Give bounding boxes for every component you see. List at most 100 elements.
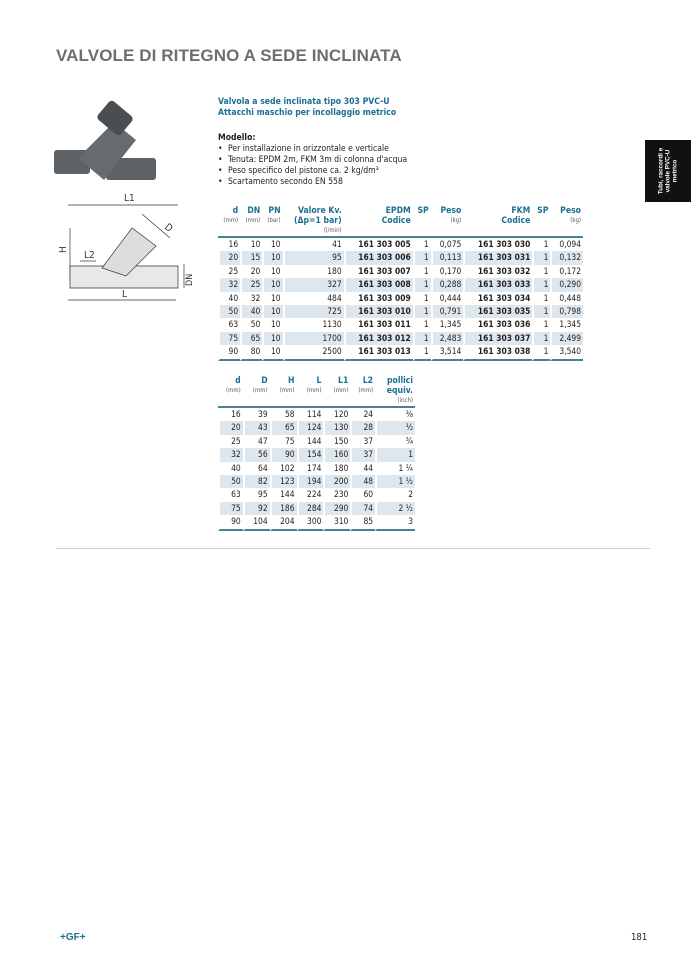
table-cell: 90 — [218, 515, 243, 531]
header-unit — [415, 216, 429, 225]
table-cell: 2,499 — [550, 331, 583, 346]
table-cell: 16 — [218, 238, 240, 252]
column-header: Peso (kg) — [550, 206, 583, 238]
table-cell: 194 — [296, 475, 324, 489]
column-header: DN (mm) — [240, 206, 263, 238]
table-cell: 48 — [350, 475, 376, 489]
table-cell: 25 — [240, 278, 263, 292]
table-row: 20 15 10 95 161 303 006 1 0,113 161 303 031 1 0,1… — [218, 251, 583, 265]
table-cell: 161 303 035 — [463, 305, 533, 319]
table-cell: 95 — [282, 251, 344, 265]
dim-l-label: L — [122, 289, 127, 300]
column-header: SP — [412, 206, 431, 238]
table-cell: 161 303 012 — [343, 331, 413, 346]
header-label: DN — [247, 206, 261, 216]
table-cell: 1 — [375, 448, 415, 462]
column-header: PN (bar) — [262, 206, 283, 238]
table-cell: 16 — [218, 408, 243, 422]
table-cell: 310 — [323, 515, 351, 531]
header-label: L1 — [338, 376, 349, 386]
table-cell: 32 — [240, 291, 262, 306]
table-cell: 1 — [412, 251, 431, 265]
table-cell: 10 — [240, 238, 262, 252]
table-row: 90 104 204 300 310 85 3 — [218, 515, 415, 531]
table-cell: 2,483 — [430, 331, 464, 346]
table-cell: 0,132 — [550, 251, 583, 265]
table-cell: 102 — [269, 461, 297, 476]
table-cell: 0,094 — [550, 238, 583, 252]
table-cell: 161 303 007 — [343, 264, 413, 279]
side-tab-label: Tubi, raccordi e valvole PVC-U metrico — [657, 147, 679, 195]
product-line-1: Valvola a sede inclinata tipo 303 PVC-U — [218, 97, 390, 107]
table-cell: 204 — [269, 515, 297, 531]
table-cell: 123 — [269, 475, 297, 489]
table-cell: 58 — [269, 408, 297, 422]
table-cell: 10 — [262, 238, 282, 252]
table-cell: 0,172 — [550, 264, 583, 279]
table-cell: 20 — [240, 264, 262, 279]
model-section: Modello: Per installazione in orizzontal… — [218, 133, 407, 188]
table-cell: 40 — [218, 291, 240, 306]
table-row: 40 32 10 484 161 303 009 1 0,444 161 303 034 1 0,… — [218, 291, 583, 306]
table-cell: 92 — [242, 501, 270, 516]
page-title: VALVOLE DI RITEGNO A SEDE INCLINATA — [56, 46, 402, 65]
header-label: equiv. — [386, 386, 413, 396]
column-header: H (mm) — [269, 376, 297, 408]
table-row: 16 39 58 114 120 24 ⅜ — [218, 408, 415, 422]
column-header: d (mm) — [218, 206, 241, 238]
product-description: Valvola a sede inclinata tipo 303 PVC-U … — [218, 97, 396, 119]
table-cell: 2 — [375, 488, 415, 502]
valve-photo — [54, 100, 156, 180]
header-unit: (mm) — [252, 387, 268, 394]
gf-logo: +GF+ — [60, 932, 86, 943]
table-cell: 63 — [218, 488, 243, 502]
table-cell: 300 — [296, 515, 324, 531]
model-heading: Modello: — [218, 133, 256, 143]
dimensions-table: d (mm) D (mm) H (mm) L (mm) L1 (mm) L2 (mm) pollici e… — [218, 376, 415, 531]
table-cell: 1 ¼ — [375, 461, 415, 476]
table-cell: 3,514 — [430, 345, 464, 361]
table-cell: 60 — [350, 488, 375, 502]
table-cell: 28 — [350, 421, 376, 435]
table-cell: 186 — [269, 501, 297, 516]
header-label: L2 — [362, 376, 374, 386]
table-row: 20 43 65 124 130 28 ½ — [218, 421, 415, 435]
header-label: Codice — [501, 216, 531, 226]
table-row: 25 47 75 144 150 37 ¾ — [218, 434, 415, 449]
table-cell: 161 303 037 — [463, 331, 533, 346]
table-cell: 180 — [282, 264, 344, 279]
technical-drawing — [68, 204, 185, 301]
table-cell: 230 — [323, 488, 350, 502]
table-cell: 37 — [350, 434, 375, 449]
table-cell: 1700 — [282, 331, 344, 346]
table-cell: 0,798 — [550, 305, 583, 319]
table-cell: 65 — [240, 331, 263, 346]
table-cell: 1 — [532, 331, 551, 346]
table-cell: ⅜ — [375, 408, 415, 422]
table-cell: 224 — [296, 488, 324, 502]
header-unit: (inch) — [397, 397, 413, 404]
table-cell: 161 303 013 — [343, 345, 413, 361]
table-cell: 10 — [262, 318, 282, 332]
table-cell: 1 — [532, 305, 551, 319]
table-cell: 161 303 036 — [463, 318, 532, 332]
table-cell: 90 — [218, 345, 241, 361]
table-cell: 144 — [269, 488, 297, 502]
table-cell: 10 — [262, 305, 283, 319]
header-unit: (mm) — [333, 387, 349, 394]
table-cell: 161 303 033 — [463, 278, 533, 292]
header-label: FKM — [511, 206, 531, 216]
table-cell: 0,075 — [430, 238, 464, 252]
header-unit: (mm) — [225, 387, 241, 394]
header-label: D — [261, 376, 268, 386]
table-cell: 20 — [218, 251, 241, 265]
table-cell: 130 — [323, 421, 351, 435]
table-row: 32 56 90 154 160 37 1 — [218, 448, 415, 462]
column-header: L (mm) — [296, 376, 324, 408]
header-label: Valore Kv. — [297, 206, 342, 216]
table-cell: 1 — [532, 251, 551, 265]
header-label: EPDM — [385, 206, 411, 216]
table-cell: 200 — [323, 475, 351, 489]
table-cell: 161 303 010 — [343, 305, 413, 319]
bullet-item: Tenuta: EPDM 2m, FKM 3m di colonna d'acq… — [218, 155, 407, 166]
